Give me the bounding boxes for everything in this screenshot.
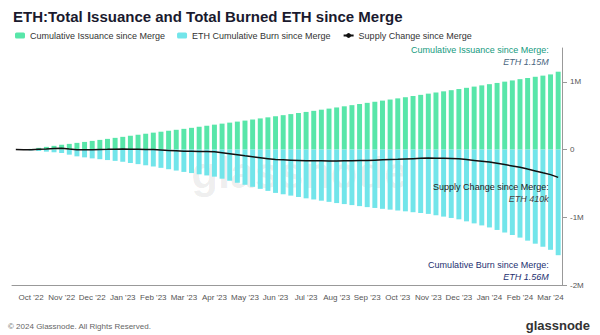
svg-text:0: 0 bbox=[570, 145, 575, 154]
svg-text:ETH 1.15M: ETH 1.15M bbox=[503, 57, 549, 67]
svg-text:Jan '23: Jan '23 bbox=[110, 293, 136, 302]
svg-text:1M: 1M bbox=[570, 77, 581, 86]
svg-text:Nov '23: Nov '23 bbox=[415, 293, 442, 302]
svg-text:Mar '23: Mar '23 bbox=[171, 293, 198, 302]
svg-text:© 2024 Glassnode. All Rights R: © 2024 Glassnode. All Rights Reserved. bbox=[8, 322, 151, 331]
svg-text:Apr '23: Apr '23 bbox=[202, 293, 228, 302]
svg-text:ETH 1.56M: ETH 1.56M bbox=[503, 272, 549, 282]
svg-text:glassnode: glassnode bbox=[526, 318, 590, 333]
svg-text:Cumulative Burn since Merge:: Cumulative Burn since Merge: bbox=[428, 260, 549, 270]
svg-text:Cumulative Issuance since Merg: Cumulative Issuance since Merge bbox=[30, 31, 165, 41]
svg-text:Oct '22: Oct '22 bbox=[19, 293, 45, 302]
svg-text:Oct '23: Oct '23 bbox=[385, 293, 411, 302]
svg-text:Jul '23: Jul '23 bbox=[295, 293, 318, 302]
svg-text:Feb '23: Feb '23 bbox=[140, 293, 167, 302]
svg-text:Aug '23: Aug '23 bbox=[323, 293, 350, 302]
svg-text:Jun '23: Jun '23 bbox=[263, 293, 289, 302]
svg-text:Mar '24: Mar '24 bbox=[537, 293, 564, 302]
svg-text:Sep '23: Sep '23 bbox=[354, 293, 381, 302]
svg-text:ETH 410k: ETH 410k bbox=[509, 194, 550, 204]
svg-text:Cumulative Issuance since Merg: Cumulative Issuance since Merge: bbox=[411, 45, 549, 55]
svg-text:Supply Change since Merge: Supply Change since Merge bbox=[359, 31, 472, 41]
svg-text:May '23: May '23 bbox=[231, 293, 259, 302]
svg-text:Jan '24: Jan '24 bbox=[477, 293, 503, 302]
svg-text:Nov '22: Nov '22 bbox=[48, 293, 75, 302]
svg-text:Feb '24: Feb '24 bbox=[507, 293, 534, 302]
svg-text:-2M: -2M bbox=[570, 281, 584, 290]
svg-text:Dec '23: Dec '23 bbox=[445, 293, 472, 302]
svg-text:Supply Change since Merge:: Supply Change since Merge: bbox=[433, 182, 549, 192]
svg-text:ETH Cumulative Burn since Merg: ETH Cumulative Burn since Merge bbox=[192, 31, 331, 41]
svg-text:ETH:Total Issuance and Total B: ETH:Total Issuance and Total Burned ETH … bbox=[13, 8, 403, 25]
svg-text:Dec '22: Dec '22 bbox=[79, 293, 106, 302]
svg-text:glassnode: glassnode bbox=[191, 147, 409, 197]
svg-text:-1M: -1M bbox=[570, 213, 584, 222]
